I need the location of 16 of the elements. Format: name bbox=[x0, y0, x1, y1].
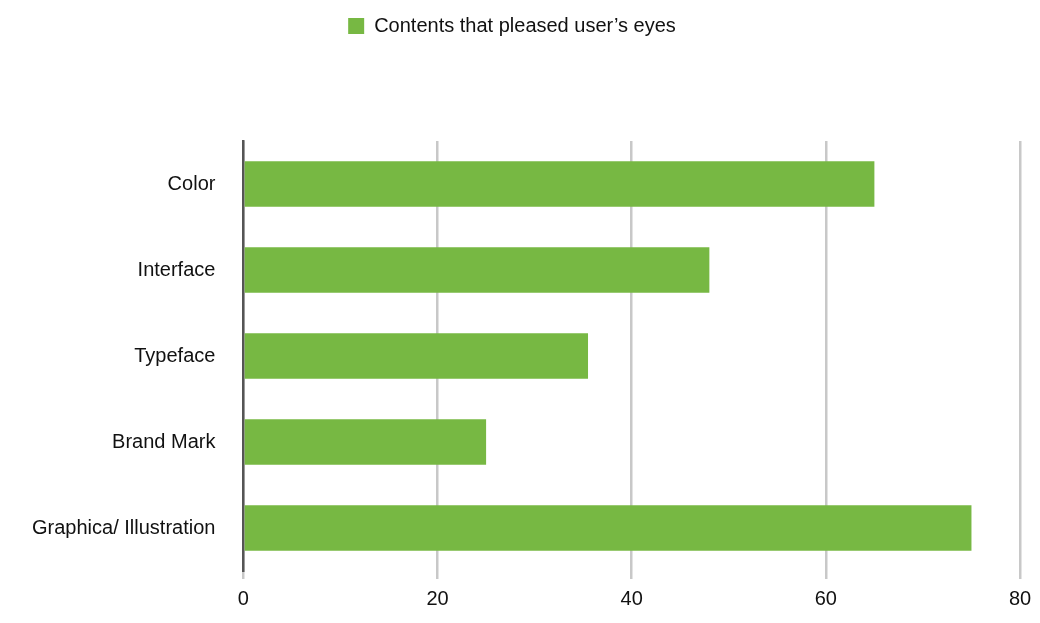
bar bbox=[244, 247, 710, 293]
y-tick-label: Graphica/ Illustration bbox=[32, 515, 216, 538]
x-tick-label: 0 bbox=[237, 586, 249, 609]
x-tick-label: 80 bbox=[1008, 586, 1032, 609]
x-tick-label: 40 bbox=[620, 586, 643, 609]
bar bbox=[244, 505, 972, 551]
x-tick-label: 20 bbox=[426, 586, 449, 609]
bar bbox=[244, 161, 875, 207]
y-tick-label: Color bbox=[167, 171, 216, 194]
bar bbox=[244, 333, 589, 379]
legend-label: Contents that pleased user’s eyes bbox=[374, 13, 676, 36]
y-tick-label: Typeface bbox=[134, 343, 216, 366]
y-tick-label: Interface bbox=[137, 257, 216, 280]
y-tick-label: Brand Mark bbox=[112, 429, 217, 452]
x-tick-label: 60 bbox=[814, 586, 837, 609]
bar bbox=[244, 419, 487, 465]
